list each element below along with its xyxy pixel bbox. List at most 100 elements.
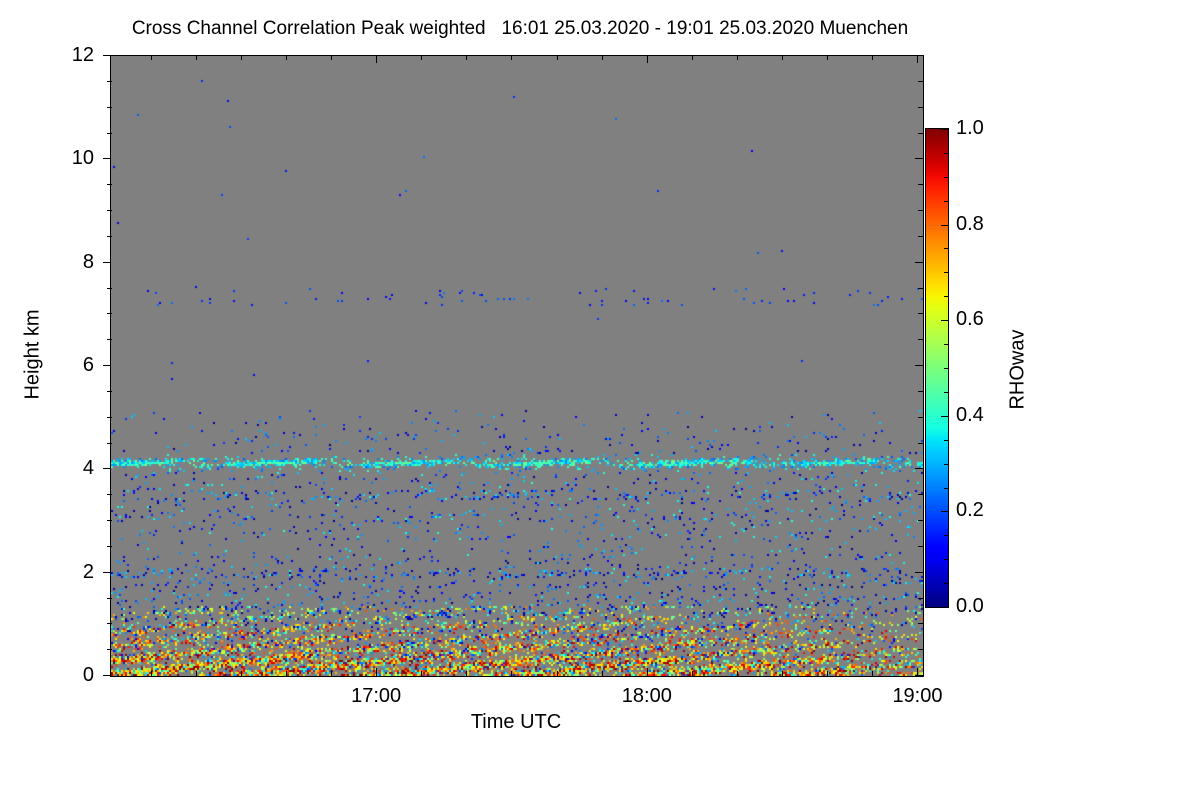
y-tick-label: 12 bbox=[71, 44, 94, 66]
x-tick-minor-top bbox=[241, 55, 242, 60]
y-tick-major-right bbox=[915, 262, 923, 263]
colorbar-tick-major bbox=[941, 607, 949, 608]
x-tick-minor bbox=[782, 671, 783, 676]
y-tick-minor bbox=[107, 210, 112, 211]
y-tick-major-right bbox=[915, 675, 923, 676]
colorbar-tick-major bbox=[941, 416, 949, 417]
y-tick-minor-right bbox=[918, 546, 923, 547]
x-tick-minor bbox=[511, 671, 512, 676]
y-tick-minor bbox=[107, 339, 112, 340]
x-tick-minor bbox=[692, 671, 693, 676]
y-tick-major-right bbox=[915, 158, 923, 159]
y-tick-minor bbox=[107, 81, 112, 82]
x-tick-minor bbox=[241, 671, 242, 676]
y-tick-major bbox=[103, 55, 111, 56]
heatmap-data-canvas bbox=[111, 56, 923, 676]
x-tick-minor-top bbox=[196, 55, 197, 60]
y-tick-minor-right bbox=[918, 494, 923, 495]
y-tick-label: 0 bbox=[82, 664, 94, 686]
x-tick-major bbox=[647, 668, 648, 676]
colorbar-tick-minor bbox=[944, 153, 949, 154]
x-tick-minor bbox=[557, 671, 558, 676]
y-tick-minor bbox=[107, 417, 112, 418]
y-tick-minor bbox=[107, 649, 112, 650]
x-tick-minor bbox=[466, 671, 467, 676]
y-tick-major-right bbox=[915, 365, 923, 366]
y-tick-label: 10 bbox=[71, 147, 94, 170]
y-tick-minor-right bbox=[918, 288, 923, 289]
y-tick-major bbox=[103, 675, 111, 676]
x-tick-major bbox=[376, 668, 377, 676]
y-tick-major bbox=[103, 572, 111, 573]
y-tick-label: 2 bbox=[82, 560, 94, 583]
x-tick-minor-top bbox=[466, 55, 467, 60]
y-tick-minor-right bbox=[918, 210, 923, 211]
x-tick-minor bbox=[196, 671, 197, 676]
x-tick-minor-top bbox=[286, 55, 287, 60]
y-tick-minor-right bbox=[918, 623, 923, 624]
y-tick-label: 4 bbox=[82, 457, 94, 480]
colorbar-tick-minor bbox=[944, 488, 949, 489]
y-tick-minor-right bbox=[918, 184, 923, 185]
colorbar-tick-label: 0.4 bbox=[956, 403, 984, 426]
y-tick-minor bbox=[107, 133, 112, 134]
colorbar-tick-label: 0.8 bbox=[956, 212, 984, 235]
y-tick-minor-right bbox=[918, 520, 923, 521]
colorbar-tick-minor bbox=[944, 392, 949, 393]
x-tick-minor bbox=[331, 671, 332, 676]
x-tick-major-top bbox=[376, 55, 377, 63]
y-tick-minor bbox=[107, 184, 112, 185]
y-tick-major-right bbox=[915, 468, 923, 469]
colorbar-tick-minor bbox=[944, 272, 949, 273]
page-title: Cross Channel Correlation Peak weighted … bbox=[131, 18, 909, 39]
colorbar-tick-minor bbox=[944, 177, 949, 178]
x-tick-minor-top bbox=[737, 55, 738, 60]
x-tick-major-top bbox=[917, 55, 918, 63]
colorbar-tick-major bbox=[941, 129, 949, 130]
y-tick-minor bbox=[107, 391, 112, 392]
y-tick-major-right bbox=[915, 572, 923, 573]
x-tick-minor-top bbox=[151, 55, 152, 60]
x-tick-minor bbox=[737, 671, 738, 676]
y-tick-label: 8 bbox=[82, 250, 94, 273]
y-tick-minor-right bbox=[918, 391, 923, 392]
x-tick-minor-top bbox=[557, 55, 558, 60]
x-tick-minor-top bbox=[602, 55, 603, 60]
y-tick-label: 6 bbox=[82, 354, 94, 376]
y-tick-major-right bbox=[915, 55, 923, 56]
colorbar-tick-minor bbox=[944, 559, 949, 560]
colorbar-tick-label: 0.2 bbox=[956, 499, 984, 522]
colorbar bbox=[925, 128, 949, 608]
x-tick-label: 18:00 bbox=[621, 685, 672, 707]
y-tick-minor bbox=[107, 494, 112, 495]
y-tick-minor bbox=[107, 443, 112, 444]
x-tick-minor-top bbox=[782, 55, 783, 60]
colorbar-tick-minor bbox=[944, 535, 949, 536]
y-tick-minor bbox=[107, 598, 112, 599]
colorbar-tick-label: 0.6 bbox=[956, 308, 984, 331]
colorbar-gradient bbox=[926, 129, 948, 607]
y-tick-major bbox=[103, 262, 111, 263]
x-tick-label: 17:00 bbox=[351, 685, 402, 707]
y-tick-major bbox=[103, 158, 111, 159]
colorbar-tick-minor bbox=[944, 201, 949, 202]
y-tick-minor-right bbox=[918, 339, 923, 340]
x-tick-minor bbox=[421, 671, 422, 676]
y-tick-minor-right bbox=[918, 236, 923, 237]
x-tick-minor bbox=[602, 671, 603, 676]
x-tick-minor bbox=[151, 671, 152, 676]
x-tick-minor-top bbox=[331, 55, 332, 60]
x-tick-minor-top bbox=[692, 55, 693, 60]
y-tick-major bbox=[103, 365, 111, 366]
colorbar-tick-minor bbox=[944, 464, 949, 465]
colorbar-tick-label: 1.0 bbox=[956, 117, 984, 139]
y-tick-minor bbox=[107, 288, 112, 289]
y-tick-minor bbox=[107, 313, 112, 314]
y-tick-minor bbox=[107, 520, 112, 521]
y-axis-title: Height km bbox=[21, 309, 44, 400]
y-tick-minor-right bbox=[918, 133, 923, 134]
colorbar-title: RHOwav bbox=[1006, 329, 1029, 410]
y-tick-minor bbox=[107, 546, 112, 547]
x-tick-label: 19:00 bbox=[892, 685, 943, 707]
y-tick-minor-right bbox=[918, 649, 923, 650]
